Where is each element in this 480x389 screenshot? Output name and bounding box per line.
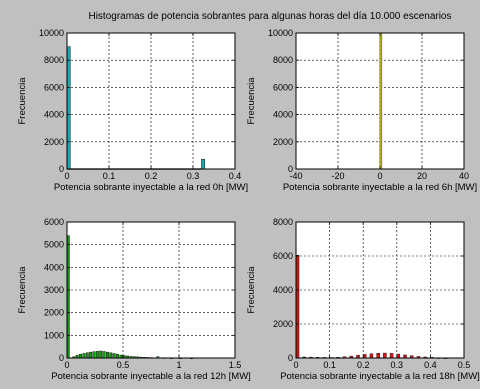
- histogram-bar: [79, 353, 82, 359]
- subplot-1: -40 -20 0 20 40 0 2000 4000 6000 8000 10000 Potenci…: [246, 28, 477, 193]
- y-tick-label: 2000: [44, 308, 64, 318]
- histogram-bar: [105, 351, 109, 359]
- histogram-bar: [85, 352, 89, 359]
- y-tick-label: 8000: [273, 217, 293, 227]
- subplot-0: 0 0.1 0.2 0.3 0.4 0 2000 4000 6000 8000 10000 Poten…: [17, 28, 248, 193]
- x-tick-label: 0.2: [357, 360, 370, 370]
- y-tick-label: 3000: [44, 285, 64, 295]
- y-axis-label: Frecuencia: [246, 266, 257, 314]
- histogram-bar: [92, 351, 96, 359]
- figure-title: Histogramas de potencia sobrantes para a…: [88, 11, 451, 22]
- histogram-bar: [82, 353, 86, 359]
- y-tick-label: 0: [59, 164, 64, 174]
- x-tick-label: 0.3: [391, 360, 404, 370]
- histogram-bar: [201, 159, 205, 170]
- y-tick-label: 8000: [44, 55, 64, 65]
- histogram-bar: [112, 353, 116, 359]
- x-tick-label: 0.2: [145, 171, 158, 181]
- histogram-bar: [89, 351, 93, 359]
- histogram-bar: [363, 354, 367, 359]
- x-tick-label: -40: [289, 171, 302, 181]
- y-tick-label: 6000: [273, 251, 293, 261]
- y-tick-label: 1000: [44, 330, 64, 340]
- y-axis-label: Frecuencia: [17, 77, 28, 125]
- y-tick-label: 5000: [44, 240, 64, 250]
- subplot-2: 0 0.5 1 1.5 0 1000 2000 3000 4000 5000 6000 Potenci…: [17, 217, 251, 382]
- y-tick-label: 0: [288, 164, 293, 174]
- x-tick-label: 0: [377, 171, 382, 181]
- y-axis-label: Frecuencia: [246, 77, 257, 125]
- y-tick-label: 2000: [273, 137, 293, 147]
- x-tick-label: 0: [64, 360, 69, 370]
- y-tick-label: 2000: [44, 137, 64, 147]
- x-tick-label: 20: [417, 171, 427, 181]
- y-tick-label: 4000: [44, 110, 64, 120]
- histogram-bar: [379, 32, 383, 170]
- histogram-bar: [396, 353, 401, 359]
- histogram-bar: [389, 353, 394, 359]
- y-tick-label: 4000: [273, 110, 293, 120]
- y-tick-label: 2000: [273, 319, 293, 329]
- histogram-bar: [376, 353, 380, 359]
- histogram-bar: [99, 350, 103, 359]
- histogram-bar: [95, 351, 99, 359]
- histogram-bar: [116, 353, 119, 359]
- y-tick-label: 0: [59, 353, 64, 363]
- x-tick-label: 0.3: [187, 171, 200, 181]
- x-tick-label: 0.4: [229, 171, 242, 181]
- x-axis-label: Potencia sobrante inyectable a la red 18…: [280, 371, 480, 382]
- x-tick-label: 0.5: [458, 360, 471, 370]
- y-tick-label: 4000: [273, 285, 293, 295]
- x-axis-label: Potencia sobrante inyectable a la red 6h…: [283, 182, 477, 193]
- y-tick-label: 10000: [39, 28, 64, 38]
- histogram-bar: [66, 46, 71, 170]
- x-axis-label: Potencia sobrante inyectable a la red 12…: [51, 371, 251, 382]
- x-tick-label: 1: [176, 360, 181, 370]
- x-tick-label: 0.5: [117, 360, 130, 370]
- histogram-bar: [102, 351, 106, 359]
- x-tick-label: 0.4: [424, 360, 437, 370]
- y-tick-label: 6000: [44, 217, 64, 227]
- x-axis-label: Potencia sobrante inyectable a la red 0h…: [54, 182, 248, 193]
- y-tick-label: 0: [288, 353, 293, 363]
- y-tick-label: 6000: [273, 82, 293, 92]
- x-tick-label: 1.5: [229, 360, 242, 370]
- x-tick-label: -20: [331, 171, 344, 181]
- y-tick-label: 4000: [44, 262, 64, 272]
- y-tick-label: 10000: [268, 28, 293, 38]
- x-tick-label: 0.1: [323, 360, 336, 370]
- x-tick-label: 0: [64, 171, 69, 181]
- y-tick-label: 8000: [273, 55, 293, 65]
- subplots: 0 0.1 0.2 0.3 0.40200040006000800010000Poten…: [17, 28, 480, 382]
- y-tick-label: 6000: [44, 82, 64, 92]
- x-tick-label: 0: [293, 360, 298, 370]
- y-axis-label: Frecuencia: [17, 266, 28, 314]
- x-tick-label: 0.1: [103, 171, 116, 181]
- histogram-bar: [109, 352, 113, 359]
- histogram-bar: [383, 352, 387, 359]
- subplot-3: 0 0.1 0.2 0.3 0.4 0.5 0 2000 4000 6000 8000 Potenci…: [246, 217, 480, 382]
- histogram-bar: [369, 353, 374, 359]
- x-tick-label: 40: [459, 171, 469, 181]
